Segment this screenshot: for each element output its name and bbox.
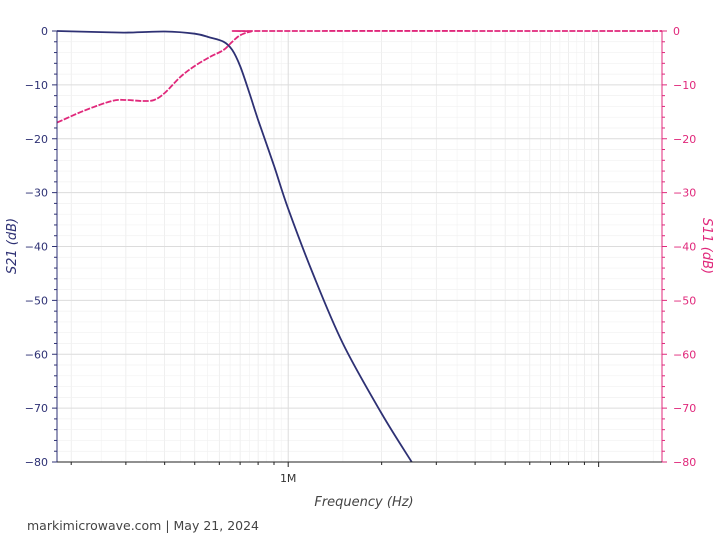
s21-series-line bbox=[56, 30, 413, 463]
y-tick-label-right: 0 bbox=[673, 25, 680, 38]
y-tick-label-right: −80 bbox=[673, 456, 696, 469]
labels-layer: 0 0 −10 −10 −20 −20 −30 −30 −40 −40 −50 −50 −60 −60 −7… bbox=[25, 25, 696, 485]
y-tick-label-right: −50 bbox=[673, 294, 696, 307]
footer-credit: markimicrowave.com | May 21, 2024 bbox=[27, 518, 260, 533]
y-tick-label-left: −80 bbox=[25, 456, 48, 469]
y-tick-label-left: 0 bbox=[41, 25, 48, 38]
x-tick-label: 1M bbox=[280, 472, 297, 485]
y-tick-label-left: −60 bbox=[25, 348, 48, 361]
s11-series-line bbox=[56, 30, 663, 124]
y-tick-label-left: −40 bbox=[25, 241, 48, 254]
y-tick-label-right: −70 bbox=[673, 402, 696, 415]
y-tick-label-left: −30 bbox=[25, 187, 48, 200]
y-tick-label-left: −20 bbox=[25, 133, 48, 146]
y-axis-title-s21: S21 (dB) bbox=[5, 218, 20, 274]
y-tick-label-right: −20 bbox=[673, 133, 696, 146]
axes-layer bbox=[52, 30, 667, 467]
y-tick-label-left: −70 bbox=[25, 402, 48, 415]
y-tick-label-right: −60 bbox=[673, 348, 696, 361]
x-axis-title: Frequency (Hz) bbox=[314, 495, 413, 510]
y-tick-label-left: −10 bbox=[25, 79, 48, 92]
y-tick-label-left: −50 bbox=[25, 294, 48, 307]
series-layer bbox=[56, 30, 663, 463]
major-grid bbox=[57, 31, 662, 462]
y-axis-title-s11: S11 (dB) bbox=[699, 218, 714, 274]
y-tick-label-right: −40 bbox=[673, 241, 696, 254]
y-tick-label-right: −30 bbox=[673, 187, 696, 200]
y-tick-label-right: −10 bbox=[673, 79, 696, 92]
